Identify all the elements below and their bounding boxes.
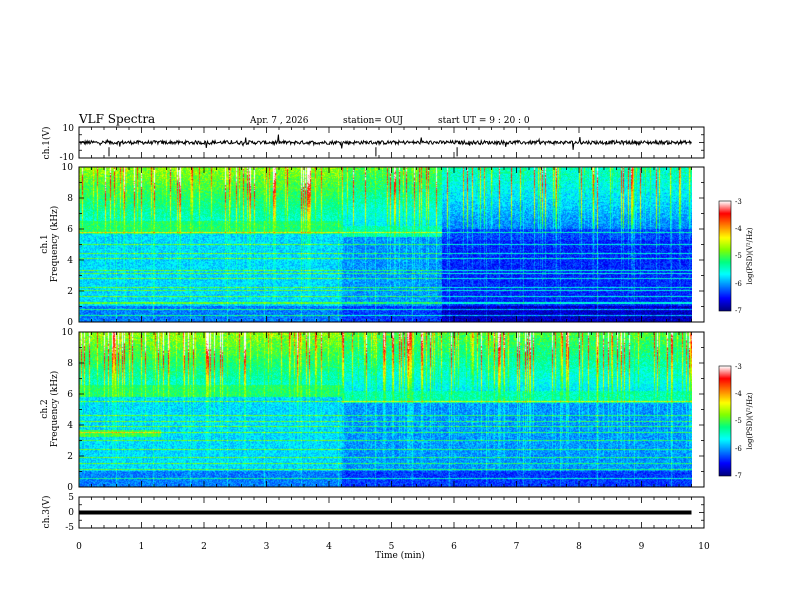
figure-title: VLF Spectra: [78, 112, 155, 126]
ch1-waveform-ylabel: ch.1(V): [41, 127, 52, 160]
time-tick-label: 7: [514, 542, 520, 552]
ch1-channel-label: ch.1: [40, 234, 50, 253]
ch1-freq-tick-4: 4: [67, 256, 73, 266]
time-tick-label: 6: [451, 542, 457, 552]
ch1-waveform-panel: 10 -10 ch.1(V): [41, 124, 705, 163]
ch2-freq-tick-4: 4: [67, 421, 73, 431]
ch2-cbar-tick-m4: -4: [735, 390, 742, 398]
ch2-cbar-tick-m6: -6: [735, 445, 742, 453]
ch2-frequency-label: Frequency (kHz): [49, 371, 60, 448]
ch1-freq-tick-8: 8: [67, 194, 73, 204]
ch3-waveform-ticks: [78, 496, 705, 529]
time-tick-label: 2: [201, 542, 207, 552]
time-tick-label: 10: [698, 542, 710, 552]
ch2-spectrogram-ticks: [78, 331, 705, 488]
ch1-freq-tick-10: 10: [62, 163, 74, 173]
ch3-ytick-bottom: -5: [65, 523, 74, 533]
time-axis-tick-labels: 0 1 2 3 4 5 6 7 8 9 10: [76, 542, 710, 552]
ch2-cbar-tick-m7: -7: [735, 472, 742, 480]
ch3-waveform-panel: 5 0 -5 ch.3(V): [41, 493, 705, 533]
ch2-freq-tick-6: 6: [67, 390, 73, 400]
ch2-freq-tick-0: 0: [67, 483, 73, 493]
ch2-freq-tick-8: 8: [67, 359, 73, 369]
ch1-waveform-trace: [78, 134, 692, 157]
time-tick-label: 5: [389, 542, 395, 552]
time-axis-label: Time (min): [375, 550, 425, 561]
ch1-ytick-top: 10: [63, 124, 75, 134]
ch1-spectrogram-ticks: [78, 166, 705, 323]
time-tick-label: 3: [264, 542, 270, 552]
ch3-ytick-mid: 0: [68, 508, 74, 518]
ch2-spectrogram-panel: 10 8 6 4 2 0 ch.2 Frequency (kHz) -3 -4 …: [40, 328, 754, 493]
ch1-colorbar: [719, 201, 731, 311]
ch1-freq-tick-6: 6: [67, 225, 73, 235]
ch2-colorbar: [719, 366, 731, 476]
ch1-freq-tick-0: 0: [67, 318, 73, 328]
ch2-channel-label: ch.2: [40, 399, 50, 418]
ch2-freq-tick-10: 10: [62, 328, 74, 338]
time-tick-label: 8: [576, 542, 582, 552]
time-tick-label: 4: [326, 542, 332, 552]
ch1-cbar-tick-m4: -4: [735, 225, 742, 233]
ch2-colorbar-label: log(PSD)(V²/Hz): [746, 392, 754, 449]
ch1-colorbar-label: log(PSD)(V²/Hz): [746, 227, 754, 284]
ch1-spectrogram-image: [79, 167, 692, 322]
ch1-freq-tick-2: 2: [67, 287, 73, 297]
ch2-cbar-tick-m5: -5: [735, 417, 742, 425]
date-label: Apr. 7 , 2026: [249, 116, 309, 126]
ch1-frequency-label: Frequency (kHz): [49, 206, 60, 283]
ch1-cbar-tick-m5: -5: [735, 252, 742, 260]
ch1-colorbar-frame: [718, 200, 732, 312]
ch2-spectrogram-image: [79, 332, 692, 487]
ch1-cbar-tick-m6: -6: [735, 280, 742, 288]
ch2-freq-tick-2: 2: [67, 452, 73, 462]
time-tick-label: 9: [639, 542, 645, 552]
start-time-label: start UT = 9 : 20 : 0: [438, 116, 530, 126]
time-tick-label: 1: [139, 542, 145, 552]
ch2-cbar-tick-m3: -3: [735, 363, 742, 371]
ch3-ytick-top: 5: [68, 493, 74, 503]
ch1-ytick-bottom: -10: [60, 153, 75, 163]
ch2-colorbar-frame: [718, 365, 732, 477]
ch3-waveform-ylabel: ch.3(V): [41, 496, 52, 529]
time-tick-label: 0: [76, 542, 82, 552]
ch1-waveform-ticks: [78, 126, 705, 159]
ch1-cbar-tick-m3: -3: [735, 198, 742, 206]
ch1-spectrogram-panel: 10 8 6 4 2 0 ch.1 Frequency (kHz) -3 -4 …: [40, 163, 754, 328]
ch1-cbar-tick-m7: -7: [735, 307, 742, 315]
station-label: station= OUJ: [343, 116, 403, 126]
